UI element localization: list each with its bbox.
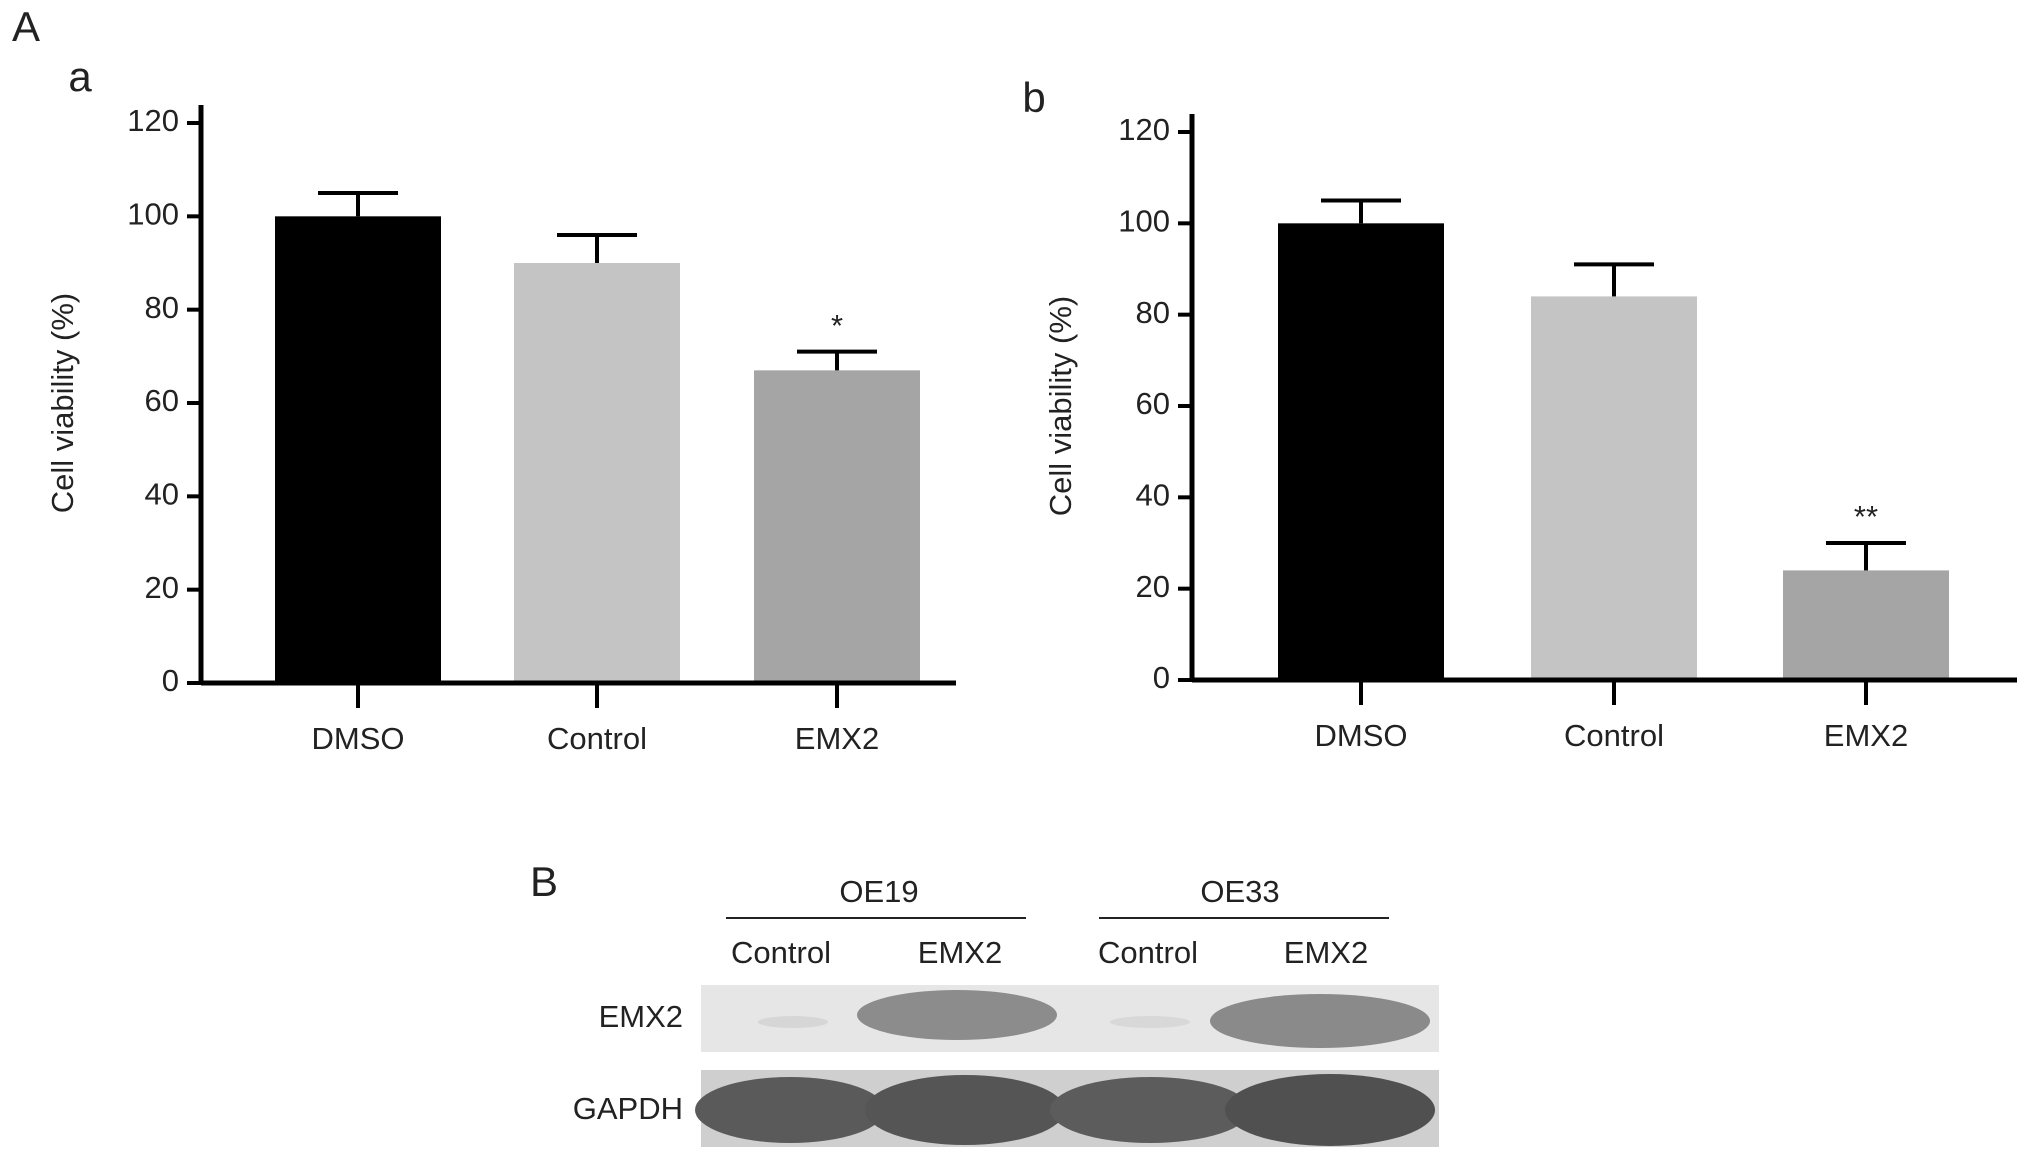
band bbox=[695, 1077, 885, 1143]
bar bbox=[514, 263, 680, 683]
band bbox=[1210, 994, 1430, 1048]
x-tick-label: DMSO bbox=[1315, 718, 1408, 753]
group-label: OE33 bbox=[1200, 874, 1279, 909]
x-tick-label: EMX2 bbox=[1824, 718, 1908, 753]
band bbox=[1050, 1077, 1250, 1143]
y-tick-label: 20 bbox=[145, 570, 179, 605]
band bbox=[1225, 1074, 1435, 1146]
band bbox=[857, 990, 1057, 1040]
x-tick-label: Control bbox=[1564, 718, 1664, 753]
lane-label: Control bbox=[731, 935, 831, 970]
lane-label: EMX2 bbox=[918, 935, 1002, 970]
y-tick-label: 60 bbox=[1136, 386, 1170, 421]
significance: * bbox=[831, 308, 843, 343]
y-tick-label: 40 bbox=[145, 477, 179, 512]
y-tick-label: 120 bbox=[1118, 112, 1170, 147]
y-tick-label: 100 bbox=[1118, 204, 1170, 239]
y-tick-label: 60 bbox=[145, 383, 179, 418]
lane-label: Control bbox=[1098, 935, 1198, 970]
blot: OE19 OE33 Control EMX2 Control EMX2 EMX2… bbox=[573, 874, 1439, 1147]
row-label: GAPDH bbox=[573, 1091, 683, 1126]
x-tick-label: DMSO bbox=[312, 721, 405, 756]
y-tick-label: 120 bbox=[127, 103, 179, 138]
panel-label: a bbox=[68, 53, 92, 100]
y-axis-label: Cell viability (%) bbox=[1043, 296, 1078, 516]
y-tick-label: 0 bbox=[1153, 660, 1170, 695]
bar bbox=[1531, 296, 1697, 680]
panel-label: A bbox=[12, 3, 40, 50]
bar bbox=[1783, 570, 1949, 680]
y-axis-label: Cell viability (%) bbox=[45, 293, 80, 513]
y-tick-label: 100 bbox=[127, 197, 179, 232]
x-tick-label: EMX2 bbox=[795, 721, 879, 756]
lane-label: EMX2 bbox=[1284, 935, 1368, 970]
group-label: OE19 bbox=[839, 874, 918, 909]
y-tick-label: 80 bbox=[145, 290, 179, 325]
bar bbox=[754, 370, 920, 683]
band bbox=[1110, 1016, 1190, 1028]
bar bbox=[1278, 223, 1444, 681]
x-tick-label: Control bbox=[547, 721, 647, 756]
y-tick-label: 40 bbox=[1136, 478, 1170, 513]
y-tick-label: 80 bbox=[1136, 295, 1170, 330]
band bbox=[758, 1016, 828, 1028]
y-tick-label: 0 bbox=[162, 663, 179, 698]
panel-label: b bbox=[1022, 74, 1045, 121]
panel-label: B bbox=[530, 858, 558, 905]
row-label: EMX2 bbox=[599, 999, 683, 1034]
bar bbox=[275, 216, 441, 684]
significance: ** bbox=[1854, 499, 1878, 534]
y-tick-label: 20 bbox=[1136, 569, 1170, 604]
band bbox=[865, 1075, 1065, 1145]
